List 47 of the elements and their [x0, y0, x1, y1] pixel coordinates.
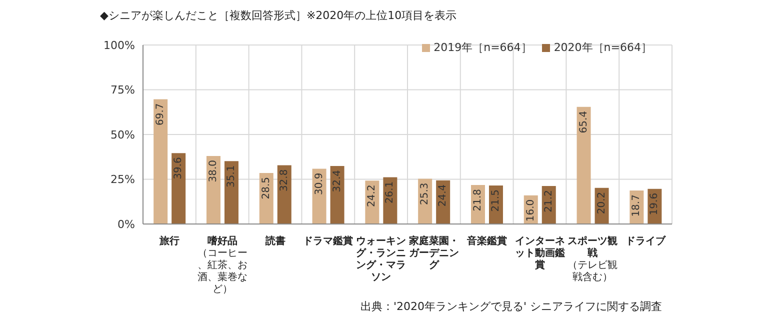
bar [277, 165, 292, 224]
data-label: 39.6 [173, 157, 184, 180]
x-tick-label: 嗜好品（コーヒー、紅茶、お酒、葉巻など） [197, 235, 248, 295]
data-label: 20.2 [596, 192, 608, 214]
data-label: 16.0 [525, 199, 536, 222]
data-label: 24.4 [438, 184, 449, 207]
data-label: 24.2 [366, 184, 378, 207]
data-label: 32.4 [332, 170, 343, 192]
bar [224, 161, 238, 224]
x-tick-label: スポーツ観戦（テレビ観戦含む） [568, 235, 618, 283]
x-tick-label: 旅行 [158, 235, 180, 247]
bar [576, 106, 591, 224]
data-label: 26.1 [384, 181, 396, 204]
x-tick-label: ドラマ鑑賞 [303, 235, 354, 247]
legend-label: 2019年［n=664］ [434, 41, 532, 54]
bar [172, 153, 186, 224]
data-label: 19.6 [649, 192, 660, 216]
data-label: 25.3 [420, 182, 431, 205]
y-tick-label: 25% [110, 173, 135, 186]
x-tick-label: 音楽鑑賞 [466, 235, 507, 247]
y-tick-label: 75% [110, 84, 135, 97]
chart-title: ◆シニアが楽しんだこと［複数回答形式］※2020年の上位10項目を表示 [100, 8, 458, 24]
x-tick-label: インターネット動画鑑賞 [514, 236, 565, 271]
data-label: 30.9 [314, 172, 325, 195]
data-label: 21.5 [490, 190, 502, 212]
x-tick-label: 読書 [264, 235, 286, 247]
data-label: 18.7 [631, 194, 642, 217]
y-tick-label: 100% [104, 38, 135, 52]
legend-label: 2020年［n=664］ [554, 41, 652, 54]
data-label: 35.1 [226, 165, 237, 188]
y-tick-label: 0% [118, 218, 135, 231]
data-label: 28.5 [260, 176, 272, 200]
data-label: 21.8 [472, 188, 484, 212]
y-tick-label: 50% [110, 128, 135, 142]
bar [206, 156, 220, 224]
data-label: 69.7 [155, 103, 166, 126]
source-note: 出典：'2020年ランキングで見る' シニアライフに関する調査 [359, 300, 663, 314]
bar [330, 166, 344, 224]
bar [312, 168, 326, 224]
data-label: 38.0 [208, 160, 219, 182]
data-label: 21.2 [543, 190, 554, 212]
bar [154, 99, 168, 224]
x-tick-label: ドライブ [626, 235, 667, 247]
x-tick-label: 家庭菜園・ガーデニング [408, 235, 459, 271]
data-label: 32.8 [278, 169, 290, 192]
x-tick-label: ウォーキング・ランニング・マラソン [356, 236, 406, 283]
data-label: 65.4 [578, 110, 590, 134]
